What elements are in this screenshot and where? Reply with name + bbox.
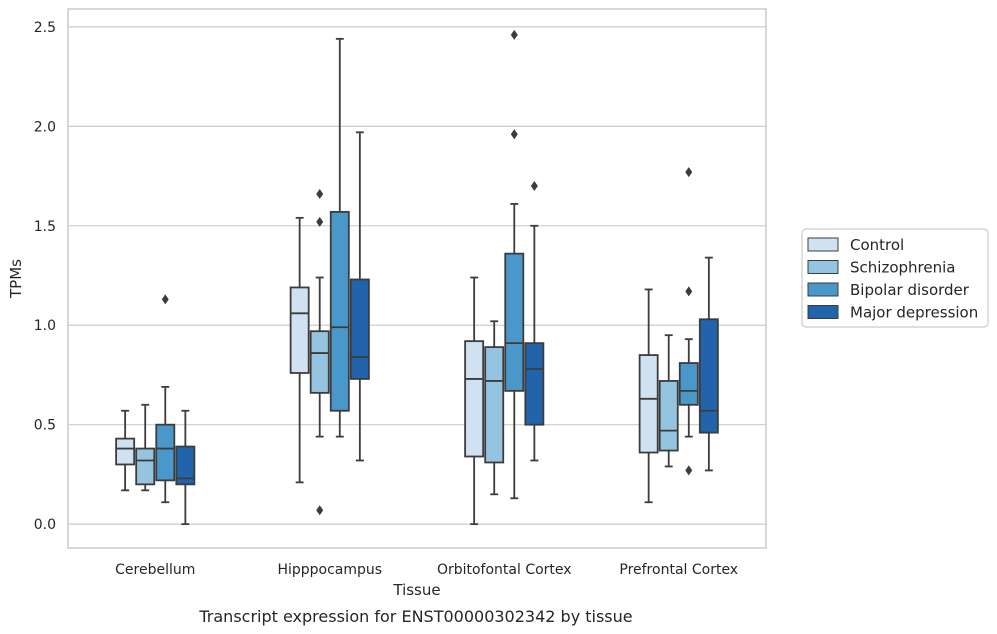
legend-label: Control — [850, 236, 904, 254]
box — [309, 330, 330, 394]
legend-swatch — [807, 237, 839, 252]
outlier-point — [316, 505, 324, 516]
x-tick-label: Hipppocampus — [277, 562, 382, 578]
legend-frame — [801, 228, 989, 328]
legend-swatch — [807, 305, 839, 319]
box — [464, 340, 485, 458]
box-group — [115, 294, 196, 526]
outlier-point — [685, 167, 693, 178]
y-tick-label: 2.5 — [34, 20, 56, 36]
box-group — [464, 29, 545, 526]
box — [289, 286, 310, 374]
outlier-point — [685, 465, 693, 476]
box — [698, 318, 719, 434]
box — [658, 380, 679, 452]
y-tick-label: 0.0 — [34, 517, 56, 533]
chart-caption: Transcript expression for ENST0000030234… — [198, 607, 632, 626]
x-tick-label: Prefrontal Cortex — [619, 562, 738, 578]
box — [175, 445, 196, 486]
outlier-point — [161, 294, 169, 305]
box-group — [638, 167, 719, 504]
box — [349, 278, 370, 380]
box — [638, 354, 659, 454]
outlier-point — [510, 129, 518, 140]
x-tick-label: Cerebellum — [115, 562, 195, 578]
outlier-point — [316, 216, 324, 227]
legend-label: Schizophrenia — [850, 259, 955, 277]
box — [155, 423, 176, 482]
outlier-point — [530, 181, 538, 192]
y-axis-label: TPMs — [7, 259, 25, 299]
gridlines — [68, 26, 766, 525]
x-axis-label: Tissue — [392, 581, 440, 599]
outlier-point — [316, 188, 324, 199]
box — [524, 342, 545, 426]
box-group — [289, 37, 370, 516]
box — [115, 437, 136, 466]
legend-label: Major depression — [850, 304, 978, 322]
y-axis-ticks: 0.0 0.5 1.0 1.5 2.0 2.5 — [34, 20, 56, 533]
legend-label: Bipolar disorder — [850, 281, 970, 299]
outlier-point — [685, 286, 693, 297]
box — [484, 346, 505, 464]
y-tick-label: 0.5 — [34, 418, 56, 434]
plot-frame — [67, 8, 767, 549]
box — [329, 210, 350, 412]
box-groups — [115, 29, 719, 526]
box — [135, 447, 156, 486]
y-tick-label: 1.0 — [34, 318, 56, 334]
box — [678, 362, 699, 406]
y-tick-label: 1.5 — [34, 219, 56, 235]
x-axis-ticks: Cerebellum Hipppocampus Orbitofontal Corte… — [115, 562, 738, 578]
legend-swatch — [807, 260, 839, 274]
legend: Control Schizophrenia Bipolar disorder Majo… — [801, 228, 989, 328]
legend-swatch — [807, 282, 839, 297]
outlier-point — [510, 29, 518, 40]
box — [504, 252, 525, 392]
y-tick-label: 2.0 — [34, 119, 56, 135]
x-tick-label: Orbitofontal Cortex — [437, 562, 572, 578]
